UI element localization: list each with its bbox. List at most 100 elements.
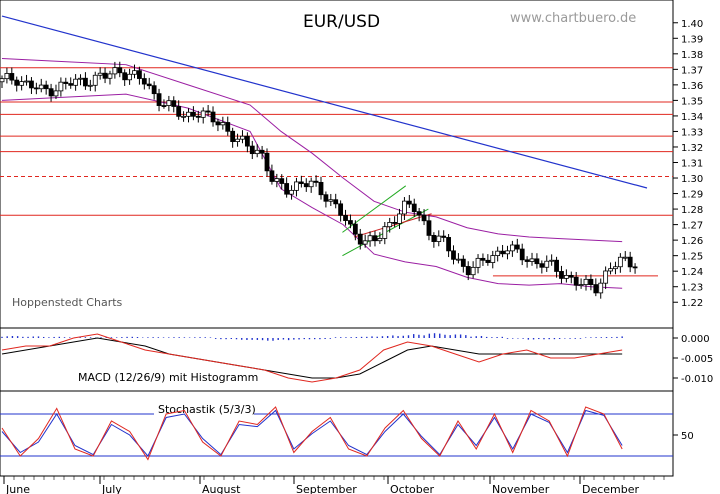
price-tick-label: 1.38 — [681, 50, 703, 61]
candle-body — [613, 266, 618, 270]
candle-body — [406, 200, 412, 205]
macd-signal-line — [1, 337, 623, 379]
candle-body — [372, 235, 378, 242]
candle-body — [58, 81, 64, 92]
price-tick-label: 1.36 — [681, 81, 703, 92]
candle-body — [0, 78, 5, 83]
candle-body — [298, 181, 304, 184]
price-tick-label: 1.31 — [681, 159, 703, 170]
candle-body — [308, 180, 314, 188]
price-tick-label: 1.26 — [681, 236, 703, 247]
candle-body — [627, 256, 633, 268]
candle-body — [127, 73, 132, 81]
candle-body — [48, 88, 54, 97]
month-tick-label: June — [5, 483, 30, 494]
stochastic-label-bg — [154, 402, 254, 416]
candle-body — [107, 73, 113, 79]
candle-body — [357, 233, 363, 245]
candle-body — [195, 115, 201, 118]
candle-body — [24, 80, 29, 83]
candle-body — [132, 70, 137, 75]
candle-body — [102, 72, 108, 79]
stochastic-axis: 50 — [673, 431, 694, 442]
candle-body — [225, 122, 231, 132]
month-tick-label: September — [296, 483, 357, 494]
month-tick-label: October — [390, 483, 434, 494]
bollinger_upper-line — [1, 57, 623, 243]
candle-body — [485, 259, 491, 263]
candle-body — [9, 73, 15, 81]
price-tick-label: 1.24 — [681, 267, 703, 278]
candle-body — [156, 93, 162, 106]
candle-body — [554, 259, 559, 272]
candle-body — [240, 135, 245, 140]
candle-body — [436, 235, 442, 242]
price-tick-label: 1.33 — [681, 127, 703, 138]
candle-body — [397, 213, 402, 224]
candle-body — [284, 183, 290, 195]
candle-body — [14, 79, 20, 86]
candle-body — [146, 83, 152, 87]
price-tick-label: 1.27 — [681, 221, 703, 232]
candle-body — [490, 255, 496, 263]
candle-body — [456, 258, 461, 261]
candle-body — [38, 84, 44, 90]
candle-body — [33, 87, 39, 90]
stochastic-k-line — [1, 406, 623, 461]
candle-body — [352, 223, 358, 235]
candle-body — [259, 149, 265, 154]
candle-body — [181, 115, 186, 118]
candle-body — [411, 203, 417, 213]
candle-body — [578, 284, 584, 286]
candle-body — [382, 226, 388, 239]
candle-body — [264, 152, 270, 172]
candle-body — [495, 250, 501, 256]
price-tick-label: 1.29 — [681, 190, 703, 201]
macd-axis: 0.000 -0.005 -0.010 — [673, 334, 713, 385]
watermark: www.chartbuero.de — [510, 11, 636, 26]
macd-tick-label: 0.000 — [681, 334, 710, 345]
candle-body — [200, 110, 206, 118]
candle-body — [19, 81, 25, 86]
candle-body — [78, 77, 83, 80]
candle-body — [534, 258, 540, 265]
candle-body — [122, 72, 128, 81]
candle-body — [161, 105, 167, 107]
candle-body — [608, 268, 613, 272]
candle-body — [29, 80, 34, 89]
candle-body — [573, 276, 579, 286]
candle-body — [431, 234, 437, 242]
price-tick-label: 1.30 — [681, 174, 703, 185]
candle-body — [244, 135, 250, 147]
stochastic-levels — [0, 413, 673, 457]
candle-body — [451, 250, 456, 260]
candle-body — [519, 248, 525, 261]
candle-body — [141, 78, 147, 85]
candle-body — [4, 73, 10, 80]
candle-body — [176, 106, 182, 117]
price-tick-label: 1.39 — [681, 34, 703, 45]
candle-body — [500, 250, 505, 255]
candle-body — [617, 256, 623, 268]
macd-tick-label: -0.005 — [681, 354, 713, 365]
candle-body — [166, 100, 172, 106]
candle-body — [249, 145, 255, 155]
candle-body — [190, 111, 196, 117]
month-tick-label: August — [202, 483, 241, 494]
candle-body — [313, 180, 319, 183]
candlesticks — [0, 61, 638, 299]
price-axis: 1.40 1.39 1.38 1.37 1.36 1.35 1.34 1.33 1.32 1.31… — [673, 19, 703, 309]
candle-body — [112, 67, 118, 75]
candle-body — [387, 221, 393, 228]
candle-body — [230, 130, 236, 142]
candle-body — [235, 138, 240, 142]
candle-body — [171, 100, 177, 107]
price-tick-label: 1.28 — [681, 205, 703, 216]
candle-body — [63, 81, 69, 84]
month-axis: June July August September October November De… — [3, 476, 665, 494]
candle-body — [210, 111, 216, 123]
candle-body — [343, 214, 348, 221]
candle-body — [186, 111, 191, 117]
candle-body — [43, 84, 49, 90]
candle-body — [598, 282, 604, 294]
